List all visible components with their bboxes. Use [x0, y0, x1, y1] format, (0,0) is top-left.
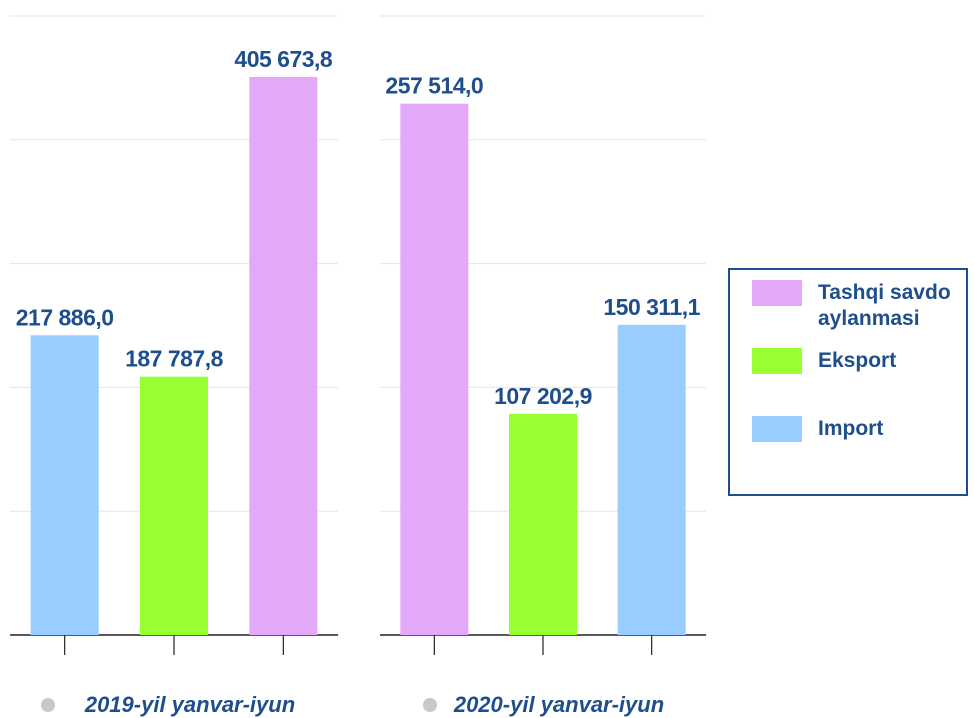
legend-item: Import	[752, 416, 968, 442]
bar	[617, 324, 686, 635]
value-label: 405 673,8	[234, 46, 333, 72]
bar	[249, 76, 318, 636]
legend-label: Eksport	[818, 349, 897, 372]
legend-swatch	[752, 280, 802, 306]
bullet	[41, 698, 55, 712]
legend-swatch	[752, 348, 802, 374]
value-label: 150 311,1	[603, 294, 700, 320]
legend-item: Eksport	[752, 348, 968, 374]
legend: Tashqi savdo aylanmasi Eksport Import	[728, 268, 968, 496]
legend-swatch	[752, 416, 802, 442]
value-label: 107 202,9	[494, 383, 592, 409]
bar	[140, 376, 208, 635]
bar	[30, 335, 99, 635]
legend-label: Tashqi savdo aylanmasi	[818, 281, 951, 330]
value-label: 187 787,8	[125, 346, 224, 372]
bullet	[423, 698, 437, 712]
value-label: 257 514,0	[385, 73, 483, 99]
legend-label: Import	[818, 417, 884, 440]
bar	[509, 413, 577, 635]
bar	[400, 103, 469, 635]
x-axis-label: 2020-yil yanvar-iyun	[453, 692, 664, 717]
x-axis-label: 2019-yil yanvar-iyun	[84, 692, 295, 717]
value-label: 217 886,0	[16, 304, 114, 330]
legend-item: Tashqi savdo aylanmasi	[752, 280, 968, 332]
